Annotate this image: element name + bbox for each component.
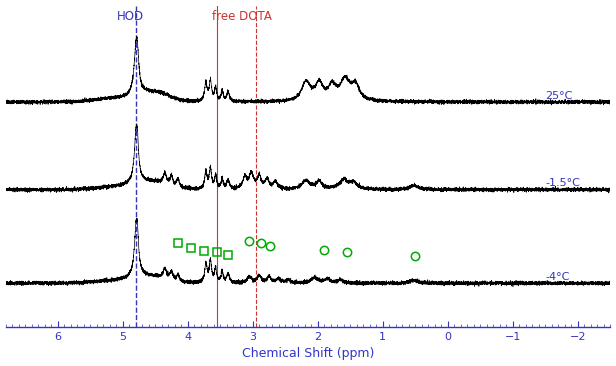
Text: free DOTA: free DOTA [212, 10, 272, 23]
X-axis label: Chemical Shift (ppm): Chemical Shift (ppm) [242, 347, 374, 361]
Text: HOD: HOD [117, 10, 144, 23]
Text: -4°C: -4°C [545, 272, 570, 282]
Text: 25°C: 25°C [545, 90, 573, 101]
Text: -1.5°C: -1.5°C [545, 178, 580, 188]
